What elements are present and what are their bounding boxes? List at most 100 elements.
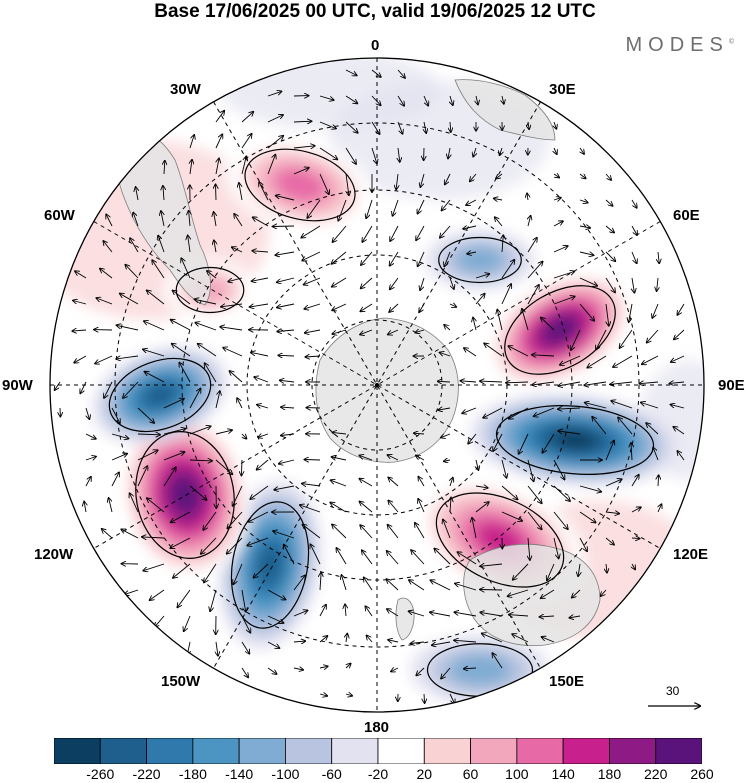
wind-vector-arrow (390, 225, 399, 241)
longitude-label-180: 180 (364, 719, 390, 736)
wind-vector-arrow (360, 329, 373, 335)
wind-vector-arrow (541, 318, 555, 331)
wind-vector-arrow (215, 391, 220, 409)
wind-vector-arrow (84, 502, 86, 513)
wind-vector-arrow (320, 573, 321, 591)
negative-anomaly-contour (257, 544, 283, 586)
wind-vector-arrow (527, 459, 534, 481)
wind-vector-arrow (104, 381, 113, 398)
wind-vector-arrow (528, 537, 530, 560)
wind-vector-arrow (251, 352, 269, 357)
wind-vector-arrow (233, 485, 243, 506)
negative-anomaly-outline (230, 501, 310, 629)
wind-vector-arrow (605, 537, 614, 545)
wind-vector-arrow (389, 303, 399, 312)
wind-vector-arrow (579, 277, 597, 286)
negative-anomaly-contour (448, 654, 512, 686)
wind-vector-arrow (512, 634, 529, 643)
wind-vector-arrow (554, 147, 557, 154)
wind-vector-arrow (388, 640, 399, 642)
wind-vector-arrow (203, 511, 217, 530)
wind-vector-arrow (173, 563, 191, 578)
wind-vector-arrow (241, 112, 253, 123)
wind-vector-arrow (528, 216, 531, 227)
longitude-label-150w: 150W (161, 673, 201, 690)
wind-vector-arrow (371, 121, 380, 134)
wind-vector-arrow (85, 433, 96, 439)
wind-vector-arrow (647, 329, 659, 343)
wind-vector-arrow (188, 236, 190, 253)
wind-vector-arrow (397, 69, 405, 78)
wind-vector-arrow (553, 221, 563, 227)
wind-vector-arrow (123, 381, 139, 398)
wind-vector-arrow (579, 174, 586, 179)
wind-vector-arrow (390, 277, 399, 289)
wind-vector-arrow (677, 303, 685, 315)
wind-vector-arrow (558, 431, 581, 435)
wind-vector-arrow (189, 460, 212, 461)
wind-vector-arrow (241, 134, 252, 149)
south-pole-marker (375, 383, 379, 387)
wind-vector-arrow (450, 498, 451, 513)
wind-vector-arrow (125, 589, 139, 595)
wind-vector-arrow (658, 251, 659, 263)
wind-vector-arrow (100, 269, 113, 279)
graticule (50, 58, 704, 712)
wind-vector-arrow (177, 589, 191, 607)
wind-vector-arrow (670, 382, 685, 383)
wind-vector-arrow (267, 136, 283, 149)
wind-vector-arrow (303, 525, 321, 539)
wind-vector-arrow (444, 325, 451, 331)
wind-vector-arrow (569, 616, 581, 618)
wind-vector-arrow (221, 304, 243, 307)
wind-vector-arrow (170, 537, 191, 548)
wind-vector-arrow (449, 304, 456, 307)
colorbar-tick-label: 140 (551, 766, 575, 782)
wind-vector-arrow (371, 69, 381, 77)
wind-vector-arrow (416, 225, 425, 240)
longitude-label-0: 0 (371, 37, 380, 54)
wind-vector-arrow (163, 452, 185, 461)
wind-vector-arrow (345, 121, 358, 133)
wind-vector-arrow (195, 323, 217, 331)
wind-vector-arrow (605, 277, 615, 292)
wind-vector-arrow (189, 389, 201, 409)
colorbar-segment (54, 738, 101, 764)
wind-vector-arrow (423, 95, 428, 106)
wind-vector-arrow (416, 667, 425, 675)
wind-vector-arrow (449, 277, 454, 289)
wind-vector-arrow (579, 303, 594, 321)
wind-vector-arrow (345, 147, 356, 164)
positive-anomaly-contour (544, 317, 576, 343)
wind-vector-arrow (496, 173, 503, 179)
wind-vector-arrow (360, 303, 373, 311)
wind-vector-arrow (631, 251, 637, 263)
wind-vector-arrow (273, 226, 295, 227)
wind-vector-arrow (553, 297, 575, 305)
wind-vector-arrow (103, 241, 113, 253)
wind-vector-arrow (319, 121, 336, 129)
wind-vector-arrow (540, 616, 555, 617)
wind-vector-arrow (152, 260, 165, 279)
wind-vector-arrow (438, 408, 451, 410)
wind-vector-arrow (462, 407, 477, 413)
wind-vector-arrow (652, 303, 659, 318)
wind-vector-arrow (631, 199, 637, 208)
colorbar-segment (562, 738, 610, 764)
wind-vector-arrow (365, 606, 373, 617)
wind-vector-arrow (116, 355, 139, 359)
colorbar-segment (285, 738, 333, 764)
wind-vector-arrow (142, 537, 165, 538)
wind-vector-arrow (468, 433, 477, 444)
wind-vector-arrow (553, 537, 559, 558)
wind-vector-arrow (277, 330, 295, 332)
wind-vector-arrow (440, 353, 451, 357)
longitude-label-60e: 60E (673, 207, 700, 224)
wind-vector-arrow (467, 252, 477, 254)
wind-vector-arrow (102, 529, 113, 539)
wind-vector-arrow (332, 277, 347, 287)
wind-vector-arrow (671, 355, 685, 362)
wind-vector-arrow (605, 441, 614, 461)
wind-vector-arrow (204, 563, 217, 582)
